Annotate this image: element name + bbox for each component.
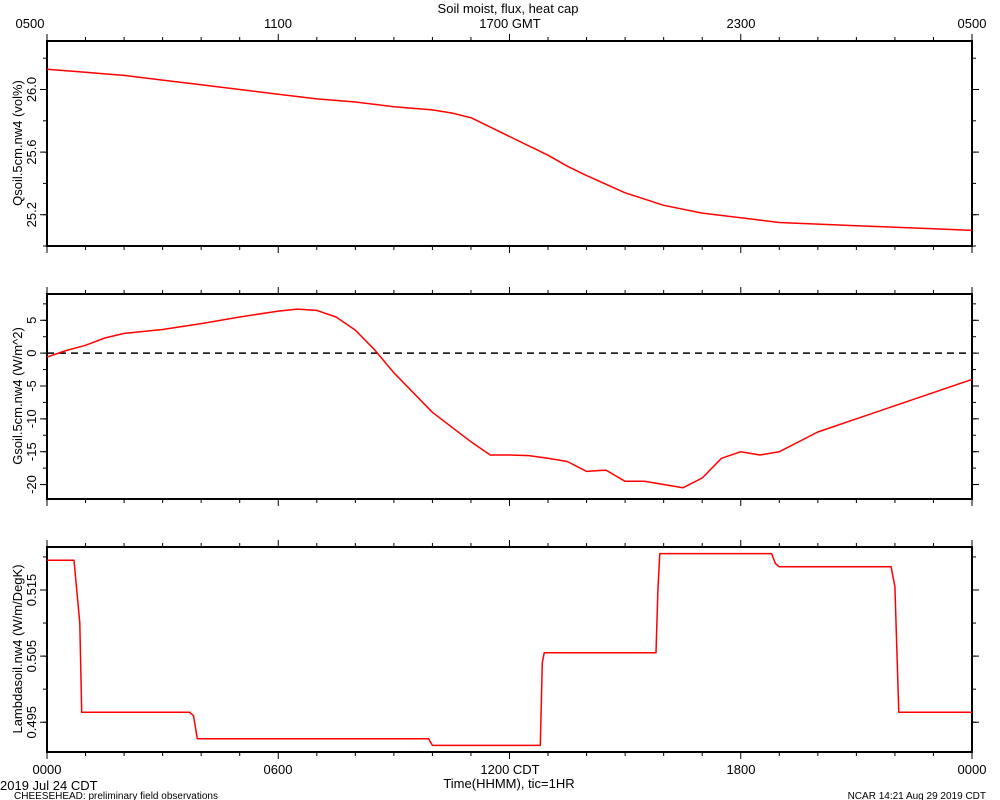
y-tick-label: 0.505 [24, 640, 39, 673]
x-axis-label: Time(HHMM), tic=1HR [443, 776, 574, 791]
y-axis-label: Qsoil.5cm.nw4 (vol%) [10, 80, 25, 206]
top-tick-label: 1700 GMT [479, 16, 540, 31]
heat-flux-panel: Gsoil.5cm.nw4 (W/m^2) -20 -15 -10 -5 0 5 [10, 287, 979, 506]
y-tick-label: 0.515 [24, 574, 39, 607]
y-tick-label: -5 [24, 380, 39, 392]
top-tick-label: 1100 [264, 16, 292, 31]
y-tick-label: -15 [24, 442, 39, 461]
series-line [46, 308, 973, 489]
y-tick-label: 26.0 [24, 77, 39, 102]
series-line [47, 552, 972, 747]
y-tick-label: 0 [24, 350, 39, 357]
bottom-tick-label: 0000 [958, 762, 987, 777]
y-tick-label: 25.2 [24, 202, 39, 227]
top-tick-label: 0500 [16, 16, 45, 31]
y-tick-label: 0.495 [24, 706, 39, 739]
bottom-tick-label: 0600 [264, 762, 293, 777]
y-tick-label: 25.6 [24, 139, 39, 164]
panel-frame [46, 40, 973, 247]
conductivity-panel: Lambdasoil.nw4 (W/m/DegK) 0.495 0.505 0.51… [10, 540, 979, 759]
bottom-tick-label: 1800 [727, 762, 756, 777]
y-tick-label: -20 [24, 475, 39, 494]
panel-frame [46, 546, 973, 753]
footer-date: 2019 Jul 24 CDT [0, 778, 98, 793]
panel-frame [46, 293, 973, 500]
footer-credit: NCAR 14:21 Aug 29 2019 CDT [848, 791, 986, 800]
y-axis-label: Gsoil.5cm.nw4 (W/m^2) [10, 327, 25, 465]
chart-title: Soil moist, flux, heat cap [438, 1, 579, 16]
y-tick-label: -10 [24, 409, 39, 428]
footer-project: CHEESEHEAD: preliminary field observatio… [14, 791, 218, 800]
top-tick-label: 2300 [727, 16, 756, 31]
series-line [46, 68, 973, 232]
y-axis-label: Lambdasoil.nw4 (W/m/DegK) [10, 564, 25, 733]
moisture-panel: Qsoil.5cm.nw4 (vol%) 25.2 25.6 26.0 [10, 34, 979, 253]
bottom-tick-label: 1200 CDT [480, 762, 539, 777]
y-tick-label: 5 [24, 317, 39, 324]
top-tick-label: 0500 [958, 16, 987, 31]
bottom-tick-label: 0000 [33, 762, 62, 777]
